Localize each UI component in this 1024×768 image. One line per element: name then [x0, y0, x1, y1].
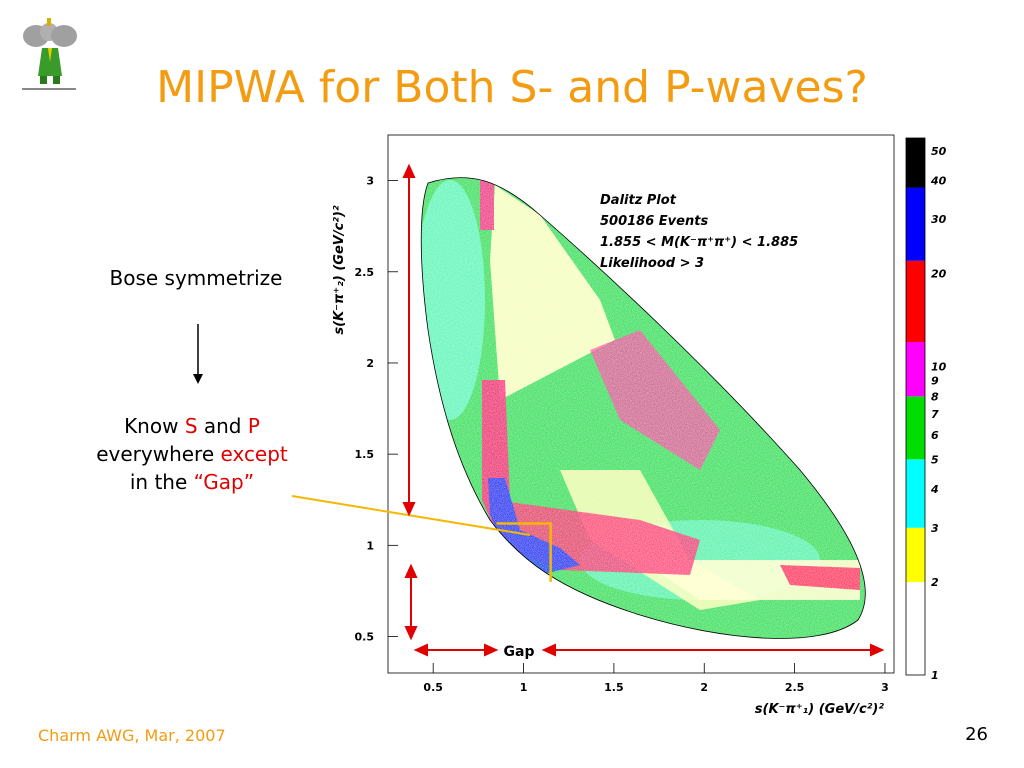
colorbar-band: [906, 527, 925, 583]
colorbar-band: [906, 260, 925, 343]
x-tick-label: 1.5: [604, 681, 624, 694]
except-text: except: [220, 442, 288, 466]
x-tick-label: 1: [520, 681, 528, 694]
colorbar-band: [906, 582, 925, 675]
y-axis: 0.5 1 1.5 2 2.5 3: [355, 175, 398, 644]
colorbar-label: 30: [931, 213, 947, 226]
everywhere-text: everywhere: [96, 442, 221, 466]
colorbar: 1 2 3 4 5 6 7 8 9 10 20 30 40 50: [905, 137, 947, 682]
colorbar-label: 8: [931, 390, 939, 403]
gap-pointer-line: [291, 495, 531, 536]
colorbar-band: [906, 459, 925, 528]
x-tick-label: 2: [700, 681, 708, 694]
bose-symmetrize-text: Bose symmetrize: [109, 266, 283, 290]
colorbar-label: 10: [931, 360, 947, 373]
colorbar-band: [906, 342, 925, 397]
annotation-line-4: Likelihood > 3: [600, 256, 704, 271]
footer-meeting: Charm AWG, Mar, 2007: [38, 726, 226, 745]
x-tick-label: 3: [881, 681, 889, 694]
arrowhead: [413, 643, 428, 657]
colorbar-band: [906, 138, 925, 188]
colorbar-label: 6: [931, 429, 939, 442]
annotation-line-3: 1.855 < M(K⁻π⁺π⁺) < 1.885: [600, 235, 798, 250]
y-tick-label: 2: [366, 357, 374, 370]
plot-annotation: Dalitz Plot 500186 Events 1.855 < M(K⁻π⁺…: [600, 193, 798, 271]
annotation-line-2: 500186 Events: [600, 214, 708, 229]
know-prefix: Know: [124, 414, 185, 438]
x-axis: 0.5 1 1.5 2 2.5 3: [423, 663, 889, 694]
gap-label: Gap: [504, 644, 535, 660]
colorbar-label: 9: [931, 375, 939, 388]
colorbar-label: 1: [931, 669, 939, 682]
arrowhead: [484, 643, 499, 657]
know-and: and: [197, 414, 248, 438]
page-title: MIPWA for Both S- and P-waves?: [156, 62, 868, 113]
annotation-line-1: Dalitz Plot: [600, 193, 677, 208]
y-tick-label: 1: [366, 539, 374, 552]
x-tick-label: 2.5: [785, 681, 805, 694]
colorbar-label: 50: [931, 145, 947, 158]
gap-arrows: [402, 163, 885, 657]
colorbar-frame: [905, 137, 926, 676]
x-tick-label: 0.5: [423, 681, 443, 694]
s-wave-label: S: [184, 414, 198, 438]
y-tick-label: 3: [366, 175, 374, 188]
gap-box: [496, 522, 552, 582]
colorbar-label: 40: [930, 175, 947, 188]
colorbar-label: 20: [931, 268, 947, 281]
colorbar-label: 2: [931, 576, 939, 589]
p-wave-label: P: [247, 414, 260, 438]
colorbar-label: 7: [931, 408, 939, 421]
x-axis-label: s(K⁻π⁺₁) (GeV/c²)²: [755, 702, 885, 717]
y-tick-label: 2.5: [355, 266, 375, 279]
arrowhead: [404, 563, 418, 578]
elephant-logo-icon: [22, 18, 77, 90]
arrowhead: [404, 626, 418, 641]
arrowhead: [541, 643, 556, 657]
down-arrow-icon: [193, 324, 203, 384]
colorbar-band: [906, 187, 925, 261]
know-s-and-p-text: Know S and P everywhere except in the “G…: [62, 412, 322, 496]
colorbar-label: 3: [931, 522, 939, 535]
arrowhead: [870, 643, 885, 657]
y-tick-label: 1.5: [355, 448, 375, 461]
colorbar-label: 4: [930, 483, 939, 496]
y-axis-label: s(K⁻π⁺₂) (GeV/c²)²: [332, 205, 347, 335]
colorbar-band: [906, 396, 925, 460]
in-the-text: in the: [129, 470, 194, 494]
page-number: 26: [965, 724, 988, 745]
gap-quote-text: “Gap”: [193, 470, 255, 494]
y-tick-label: 0.5: [355, 631, 375, 644]
arrowhead: [402, 163, 416, 178]
arrowhead: [402, 502, 416, 517]
colorbar-label: 5: [931, 453, 939, 466]
